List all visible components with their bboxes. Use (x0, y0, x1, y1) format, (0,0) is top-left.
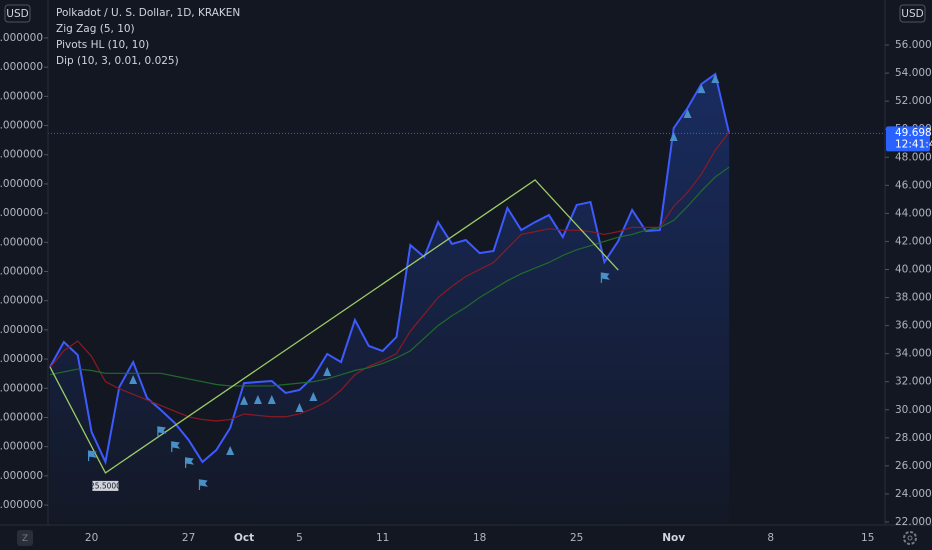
dip-marker (323, 367, 332, 377)
y2-tick-label: 48.000000 (0, 149, 43, 161)
currency-label[interactable]: USD (901, 8, 923, 20)
price-area (50, 74, 730, 523)
y-tick-label: 26.0000 (895, 460, 932, 472)
symbol-title: Polkadot / U. S. Dollar, 1D, KRAKEN (56, 7, 240, 19)
y-tick-label: 22.0000 (895, 516, 932, 528)
dip-marker (129, 375, 138, 385)
y-tick-label: 52.0000 (895, 95, 932, 107)
y2-tick-label: 28.000000 (0, 441, 43, 453)
dip-marker (683, 109, 692, 119)
y-tick-label: 24.0000 (895, 488, 932, 500)
y2-tick-label: 38.000000 (0, 295, 43, 307)
y2-tick-label: 56.000000 (0, 32, 43, 44)
last-price-box (886, 126, 930, 152)
zigzag-label: 25.5000 (90, 481, 121, 490)
dip-marker (240, 395, 249, 405)
pivot-flag (198, 479, 208, 490)
dip-marker (226, 446, 235, 456)
zigzag-label-box (92, 480, 119, 491)
y2-tick-label: 42.000000 (0, 236, 43, 248)
currency-label[interactable]: USD (6, 8, 28, 20)
y2-tick-label: 30.000000 (0, 411, 43, 423)
x-tick-label: 20 (85, 532, 98, 544)
x-tick-label: 18 (473, 532, 486, 544)
x-tick-label: Nov (662, 532, 685, 544)
pivot-flag (171, 441, 181, 452)
plot-area: 25.5000 (48, 72, 885, 523)
y2-tick-label: 34.000000 (0, 353, 43, 365)
settings-button[interactable] (903, 531, 917, 545)
currency-button[interactable] (4, 4, 31, 23)
y-tick-label: 48.0000 (895, 151, 932, 163)
dip-marker (253, 394, 262, 404)
pivot-flag (157, 426, 167, 437)
y2-tick-label: 46.000000 (0, 178, 43, 190)
dip-marker (669, 132, 678, 142)
y2-tick-label: 36.000000 (0, 324, 43, 336)
y2-tick-label: 54.000000 (0, 61, 43, 73)
y2-tick-label: 40.000000 (0, 266, 43, 278)
y2-tick-label: 52.000000 (0, 90, 43, 102)
x-tick-label: 25 (570, 532, 583, 544)
y-tick-label: 38.0000 (895, 292, 932, 304)
x-tick-label: 11 (376, 532, 389, 544)
price-line (49, 72, 731, 466)
y-tick-label: 44.0000 (895, 207, 932, 219)
x-tick-label: 8 (767, 532, 774, 544)
last-price-label: 49.6984 (895, 127, 932, 139)
y-tick-label: 34.0000 (895, 348, 932, 360)
y-tick-label: 32.0000 (895, 376, 932, 388)
y2-tick-label: 50.000000 (0, 120, 43, 132)
currency-button[interactable] (899, 4, 926, 23)
y-tick-label: 54.0000 (895, 67, 932, 79)
x-tick-label: 15 (861, 532, 874, 544)
x-tick-label: 5 (296, 532, 303, 544)
y2-tick-label: 24.000000 (0, 499, 43, 511)
y-tick-label: 30.0000 (895, 404, 932, 416)
y2-tick-label: 44.000000 (0, 207, 43, 219)
gear-center[interactable] (907, 535, 913, 541)
y-tick-label: 46.0000 (895, 179, 932, 191)
dip-marker (267, 394, 276, 404)
pivot-flag (600, 272, 610, 284)
zoom-label[interactable]: Z (22, 534, 28, 544)
y-tick-label: 36.0000 (895, 320, 932, 332)
moving-average-line (49, 166, 730, 387)
gear-icon[interactable] (903, 531, 917, 545)
x-tick-label: 27 (182, 532, 195, 544)
indicator-label: Pivots HL (10, 10) (56, 39, 149, 51)
pivot-flag (87, 450, 98, 462)
indicator-label: Zig Zag (5, 10) (56, 23, 135, 35)
axes: 22.0000 24.0000 26.0000 28.0000 30.0000 32.00… (0, 32, 932, 544)
y-tick-label: 40.0000 (895, 263, 932, 275)
x-tick-label: Oct (234, 532, 254, 544)
dip-marker (711, 73, 720, 83)
y2-tick-label: 26.000000 (0, 470, 43, 482)
dip-marker (697, 84, 706, 94)
indicator-label: Dip (10, 3, 0.01, 0.025) (56, 55, 179, 67)
zoom-button[interactable] (17, 530, 33, 546)
countdown-label: 12:41:44 (895, 138, 932, 150)
dip-marker (309, 392, 318, 402)
y-tick-label: 28.0000 (895, 432, 932, 444)
y2-tick-label: 32.000000 (0, 382, 43, 394)
y-tick-label: 42.0000 (895, 235, 932, 247)
legend: Polkadot / U. S. Dollar, 1D, KRAKEN Zig … (56, 7, 240, 67)
moving-average-line (49, 131, 730, 422)
y-tick-label: 56.0000 (895, 39, 932, 51)
pivot-flag (185, 457, 195, 468)
dip-marker (295, 402, 304, 412)
zigzag-line (49, 179, 619, 474)
